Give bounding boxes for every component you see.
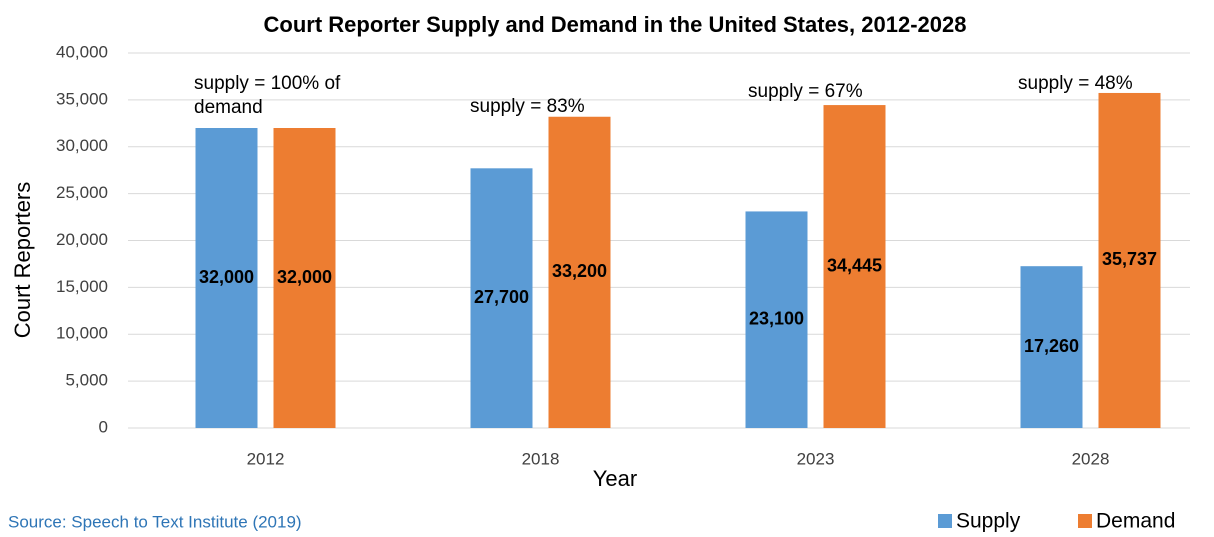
y-tick-label: 5,000 xyxy=(65,371,108,390)
y-tick-label: 40,000 xyxy=(56,42,108,61)
y-tick-label: 20,000 xyxy=(56,230,108,249)
bar xyxy=(273,128,336,428)
value-label: 17,260 xyxy=(1024,336,1079,356)
legend-label: Demand xyxy=(1096,510,1175,533)
value-label: 33,200 xyxy=(552,261,607,281)
x-tick-label: 2012 xyxy=(247,449,285,468)
x-axis-label: Year xyxy=(593,466,637,491)
legend-swatch xyxy=(1078,514,1092,528)
bar xyxy=(195,128,258,428)
legend-label: Supply xyxy=(956,510,1021,533)
bar xyxy=(470,168,533,428)
y-axis-label: Court Reporters xyxy=(10,182,35,339)
bar xyxy=(1020,266,1083,428)
x-tick-label: 2023 xyxy=(797,449,835,468)
y-tick-label: 15,000 xyxy=(56,277,108,296)
legend-swatch xyxy=(938,514,952,528)
y-tick-label: 30,000 xyxy=(56,136,108,155)
value-label: 32,000 xyxy=(199,267,254,287)
bar xyxy=(548,116,611,428)
annotation: supply = 67% xyxy=(748,81,863,102)
value-label: 32,000 xyxy=(277,267,332,287)
x-tick-label: 2028 xyxy=(1072,449,1110,468)
value-label: 27,700 xyxy=(474,287,529,307)
chart-title: Court Reporter Supply and Demand in the … xyxy=(264,12,967,37)
y-tick-label: 10,000 xyxy=(56,324,108,343)
bar xyxy=(1098,92,1161,428)
annotation: supply = 83% xyxy=(470,96,585,117)
annotation: supply = 100% of demand xyxy=(194,73,341,118)
y-tick-label: 35,000 xyxy=(56,89,108,108)
annotation: supply = 48% xyxy=(1018,73,1133,94)
y-tick-label: 25,000 xyxy=(56,183,108,202)
source: Source: Speech to Text Institute (2019) xyxy=(8,512,302,531)
value-label: 34,445 xyxy=(827,255,882,275)
y-tick-label: 0 xyxy=(99,417,108,436)
value-label: 35,737 xyxy=(1102,249,1157,269)
value-label: 23,100 xyxy=(749,308,804,328)
bar xyxy=(745,211,808,428)
bar xyxy=(823,105,886,428)
x-tick-label: 2018 xyxy=(522,449,560,468)
